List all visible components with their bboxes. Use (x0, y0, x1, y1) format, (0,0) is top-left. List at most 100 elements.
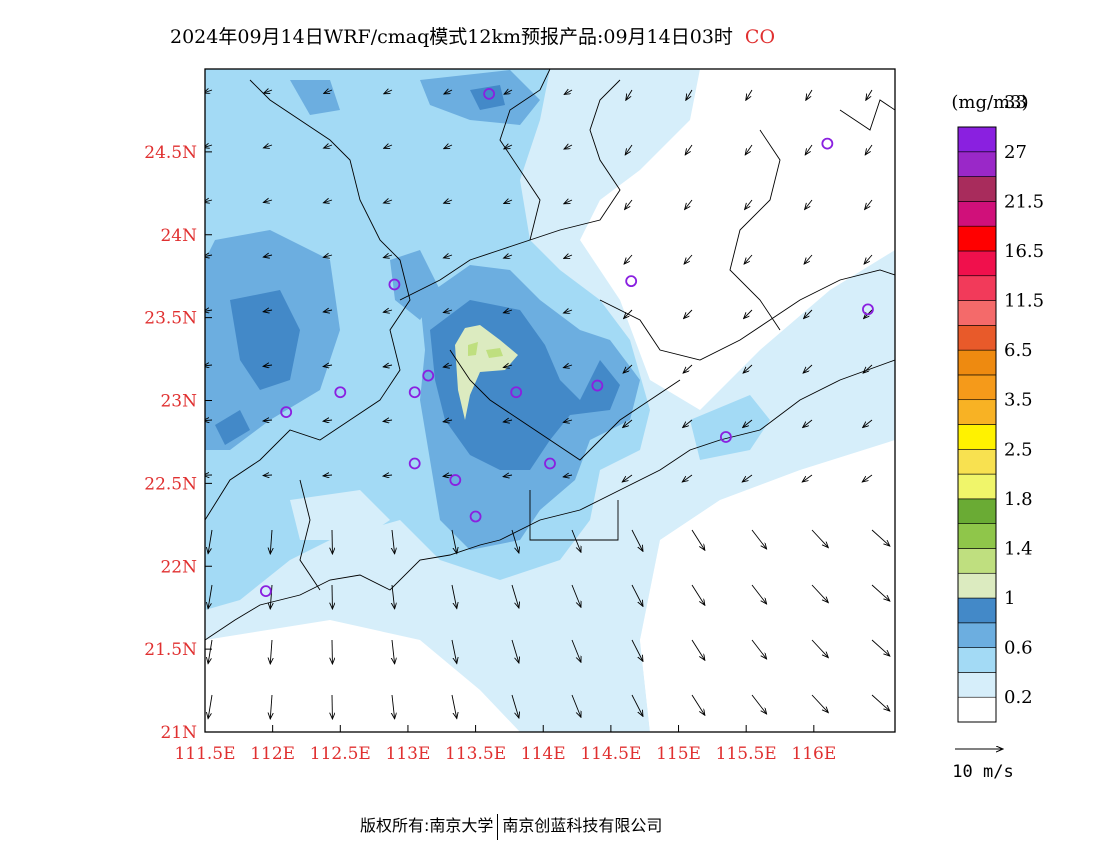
wind-arrow (444, 145, 453, 149)
wind-arrow (631, 584, 643, 606)
legend-unit: (mg/m3) (951, 92, 1028, 113)
legend-swatch (957, 250, 997, 277)
wind-arrow (264, 90, 273, 93)
legend-frame (957, 126, 997, 723)
legend-label: 3.5 (1004, 390, 1033, 411)
legend-label: 6.5 (1004, 340, 1033, 361)
legend-label: 27 (1004, 142, 1027, 163)
legend-label: 16.5 (1004, 241, 1044, 262)
wind-arrow (384, 200, 393, 203)
wind-arrow (623, 364, 633, 373)
wind-arrow (511, 694, 519, 718)
wind-arrow (451, 639, 457, 664)
legend-swatch (957, 225, 997, 252)
legend-swatch (957, 647, 997, 673)
wind-arrow (744, 254, 753, 264)
wind-arrow (208, 694, 213, 719)
legend-swatch (957, 399, 997, 425)
wind-arrow (205, 365, 213, 366)
concentration-field (205, 69, 895, 732)
wind-arrow (685, 199, 693, 209)
boundaries (205, 69, 895, 641)
wind-arrow (871, 529, 890, 546)
wind-arrow (263, 310, 273, 312)
wind-arrow (205, 255, 213, 257)
site-marker (469, 510, 482, 523)
wind-arrow (745, 144, 753, 155)
wind-arrow (451, 584, 457, 609)
lat-label: 22.5N (144, 474, 197, 494)
legend-swatch (957, 672, 997, 698)
map-title: 2024年09月14日WRF/cmaq模式12km预报产品:09月14日03时 C… (0, 22, 1100, 49)
wind-arrow (626, 89, 633, 100)
wind-arrow (804, 254, 813, 264)
legend-swatch (957, 325, 997, 351)
wind-arrow (745, 199, 753, 209)
wind-arrow (263, 255, 273, 257)
wind-arrow (323, 365, 333, 367)
wind-arrow (564, 200, 573, 204)
wind-arrow (683, 419, 693, 428)
title-text: 2024年09月14日WRF/cmaq模式12km预报产品:09月14日03时 (170, 26, 733, 48)
wind-arrow (631, 639, 643, 661)
lon-label: 115E (656, 744, 701, 764)
legend-swatch (957, 548, 997, 574)
wind-arrow (383, 420, 393, 421)
lat-label: 24.5N (144, 143, 197, 163)
lon-label: 115.5E (716, 744, 777, 764)
legend-swatch (957, 201, 997, 227)
wind-arrow (511, 584, 519, 608)
wind-arrow (205, 145, 213, 148)
site-marker (259, 585, 272, 598)
legend: 0.2 0.6 1 1.4 1.8 2.5 3.5 6.5 11.5 16.5 21.5 27 33(m… (951, 92, 1044, 782)
legend-swatch (957, 523, 997, 549)
wind-arrow (451, 529, 457, 554)
wind-arrow (743, 419, 753, 428)
site-marker (422, 369, 435, 382)
legend-label: 0.2 (1004, 687, 1033, 708)
wind-arrow (383, 310, 393, 312)
site-marker (334, 386, 347, 399)
wind-arrow (392, 639, 395, 664)
wind-arrow (751, 584, 767, 604)
wind-arrow (751, 529, 767, 549)
wind-arrow (443, 310, 453, 313)
legend-label: 1.4 (1004, 538, 1033, 559)
wind-arrow (682, 474, 693, 482)
wind-arrow (323, 475, 333, 476)
wind-arrow (865, 199, 873, 209)
wind-arrow (564, 145, 573, 149)
wind-arrow (685, 144, 693, 155)
legend-label: 0.6 (1004, 638, 1033, 659)
footer-separator (497, 813, 499, 840)
wind-arrow (384, 90, 393, 94)
wind-arrow (443, 475, 453, 476)
wind-arrow (744, 309, 753, 319)
lon-label: 112.5E (310, 744, 371, 764)
wind-arrow (270, 529, 272, 554)
wind-arrow (805, 144, 813, 155)
wind-arrow (571, 694, 581, 717)
wind-arrow (324, 145, 333, 148)
wind-arrow (383, 255, 393, 258)
wind-arrow (504, 145, 513, 149)
footer-left: 版权所有:南京大学 (360, 816, 494, 835)
wind-arrow (691, 639, 705, 660)
wind-reference-label: 10 m/s (952, 762, 1013, 782)
legend-swatch (957, 622, 997, 648)
wind-arrow (683, 364, 693, 373)
wind-arrow (622, 474, 633, 482)
wind-arrow (392, 694, 395, 719)
copyright-footer: 版权所有:南京大学 南京创蓝科技有限公司 (360, 812, 662, 840)
title-species: CO (744, 26, 776, 48)
wind-arrow (564, 90, 573, 94)
wind-vectors (205, 89, 890, 719)
lon-label: 114E (521, 744, 566, 764)
wind-arrow (323, 420, 333, 421)
legend-swatch (957, 597, 997, 624)
wind-arrow (623, 419, 633, 428)
wind-arrow (571, 639, 581, 662)
legend-swatch (957, 696, 997, 723)
site-marker (719, 431, 732, 443)
wind-arrow (205, 200, 213, 202)
